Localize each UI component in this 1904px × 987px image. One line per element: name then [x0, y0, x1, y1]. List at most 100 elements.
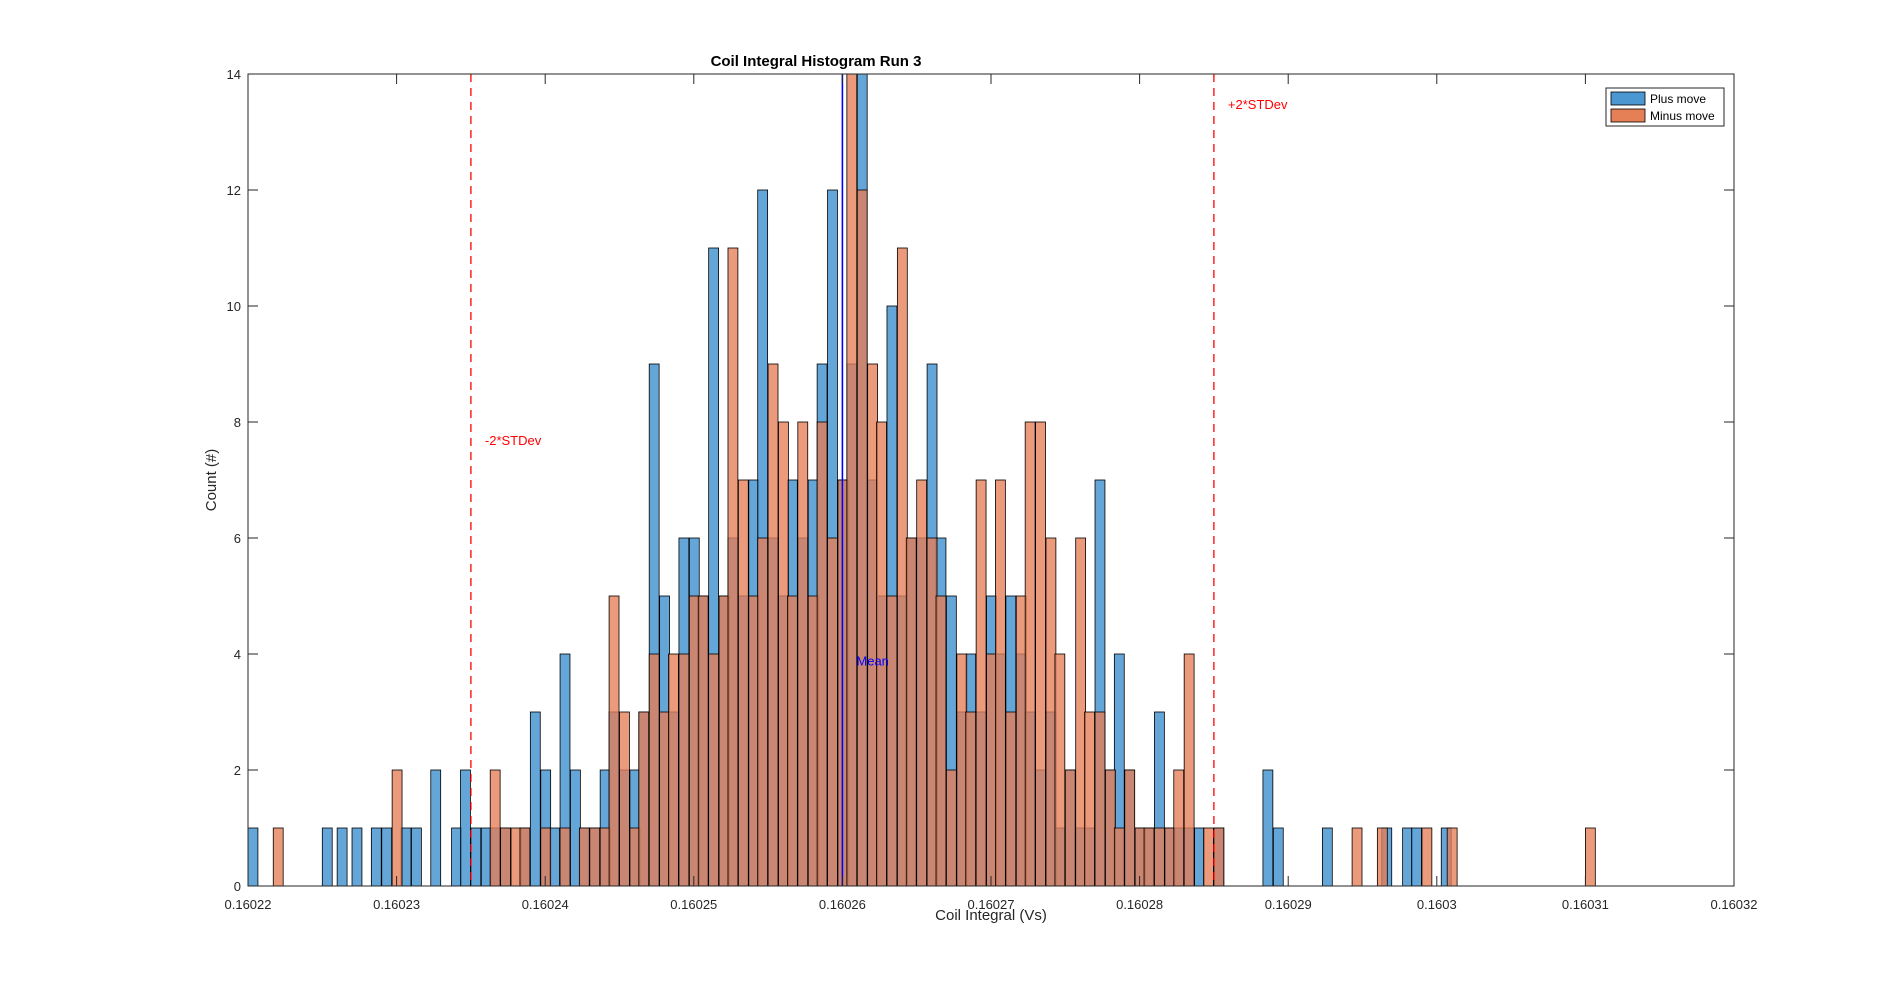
bar-minus-move	[589, 827, 601, 887]
x-axis: 0.16022 0.16023 0.16024 0.16025 0.16026 0.160…	[225, 74, 1758, 912]
bar-plus-move	[1402, 827, 1413, 887]
bar-plus-move	[430, 769, 442, 887]
bar-minus-move	[727, 247, 739, 887]
bar-minus-move	[975, 479, 987, 887]
y-tick-label: 2	[234, 763, 241, 778]
bar-plus-move	[1262, 769, 1274, 887]
bar-minus-move	[827, 537, 838, 887]
bar-minus-move	[668, 653, 679, 887]
x-tick-label: 0.1603	[1417, 897, 1457, 912]
legend-swatch-minus-move	[1610, 108, 1646, 123]
bar-minus-move	[489, 769, 501, 887]
bar-minus-move	[1035, 421, 1046, 887]
reference-lines: -2*STDev Mean +2*STDev	[470, 74, 1288, 886]
x-tick-label: 0.16026	[819, 897, 866, 912]
bar-plus-move	[549, 827, 560, 887]
bar-minus-move	[659, 711, 670, 887]
legend-label-plus-move: Plus move	[1650, 92, 1706, 106]
y-axis-label: Count (#)	[203, 449, 220, 512]
bar-minus-move	[1203, 827, 1214, 887]
y-tick-label: 6	[234, 531, 241, 546]
bar-minus-move	[737, 479, 749, 887]
bar-minus-move	[638, 711, 650, 887]
y-tick-label: 0	[234, 879, 241, 894]
bar-minus-move	[500, 827, 511, 887]
y-tick-label: 8	[234, 415, 241, 430]
bar-plus-move	[1411, 827, 1422, 887]
bar-plus-move	[400, 827, 412, 887]
bar-minus-move	[935, 595, 947, 887]
bar-plus-move	[529, 711, 541, 887]
bar-minus-move	[678, 653, 690, 887]
x-axis-label: Coil Integral (Vs)	[935, 907, 1047, 924]
bar-minus-move	[1124, 769, 1136, 887]
bar-plus-move	[321, 827, 333, 887]
legend-label-minus-move: Minus move	[1650, 109, 1715, 123]
bar-minus-move	[629, 827, 641, 887]
bar-minus-move	[905, 537, 917, 887]
bar-minus-move	[697, 595, 709, 887]
plot-area: -2*STDev Mean +2*STDev	[247, 73, 1734, 887]
bar-minus-move	[1143, 827, 1155, 887]
bar-plus-move	[336, 827, 348, 887]
bar-minus-move	[1421, 827, 1433, 887]
bar-plus-move	[451, 827, 462, 887]
y-axis: 0 2 4 6 8 10 12 14	[227, 67, 1734, 894]
x-tick-label: 0.16028	[1116, 897, 1163, 912]
bar-minus-move	[578, 827, 590, 887]
bar-minus-move	[1005, 711, 1017, 887]
bar-minus-move	[1105, 769, 1116, 887]
bar-plus-move	[1272, 827, 1284, 887]
legend-swatch-plus-move	[1610, 91, 1646, 106]
bar-minus-move	[1075, 537, 1087, 887]
bar-minus-move	[956, 653, 968, 887]
y-tick-label: 14	[227, 67, 241, 82]
series-minus-move-bars	[272, 73, 1596, 887]
bar-minus-move	[1084, 711, 1095, 887]
bar-minus-move	[1173, 769, 1185, 887]
y-tick-label: 10	[227, 299, 241, 314]
bar-minus-move	[688, 595, 700, 887]
bar-minus-move	[599, 827, 611, 887]
bar-minus-move	[1351, 827, 1363, 887]
bar-minus-move	[748, 595, 760, 887]
bar-minus-move	[272, 827, 284, 887]
bar-minus-move	[648, 653, 660, 887]
y-tick-label: 4	[234, 647, 241, 662]
bar-minus-move	[1024, 421, 1036, 887]
bar-minus-move	[757, 537, 769, 887]
bar-minus-move	[797, 421, 809, 887]
bar-minus-move	[867, 363, 878, 887]
x-tick-label: 0.16031	[1562, 897, 1609, 912]
x-tick-label: 0.16025	[670, 897, 717, 912]
bar-minus-move	[767, 363, 779, 887]
bar-minus-move	[718, 595, 730, 887]
bar-plus-move	[570, 769, 581, 887]
x-tick-label: 0.16024	[522, 897, 569, 912]
annotation-2-stdev: -2*STDev	[485, 433, 542, 448]
bar-minus-move	[846, 73, 858, 887]
bar-minus-move	[896, 247, 908, 887]
bar-plus-move	[470, 827, 482, 887]
bar-minus-move	[1585, 827, 1596, 887]
bar-minus-move	[926, 537, 938, 887]
bar-minus-move	[946, 769, 957, 887]
x-tick-label: 0.16023	[373, 897, 420, 912]
bar-plus-move	[480, 827, 492, 887]
bar-minus-move	[608, 595, 620, 887]
bar-plus-move	[351, 827, 363, 887]
bar-plus-move	[370, 827, 382, 887]
bar-minus-move	[559, 827, 571, 887]
bar-minus-move	[856, 189, 868, 887]
bar-minus-move	[619, 711, 630, 887]
bar-minus-move	[986, 653, 997, 887]
bar-minus-move	[1446, 827, 1458, 887]
x-tick-label: 0.16029	[1265, 897, 1312, 912]
chart-title: Coil Integral Histogram Run 3	[711, 53, 922, 70]
bar-minus-move	[965, 711, 977, 887]
bar-minus-move	[1213, 827, 1225, 887]
y-tick-label: 12	[227, 183, 241, 198]
bar-plus-move	[411, 827, 422, 887]
x-tick-label: 0.16027	[968, 897, 1015, 912]
bar-minus-move	[916, 479, 928, 887]
